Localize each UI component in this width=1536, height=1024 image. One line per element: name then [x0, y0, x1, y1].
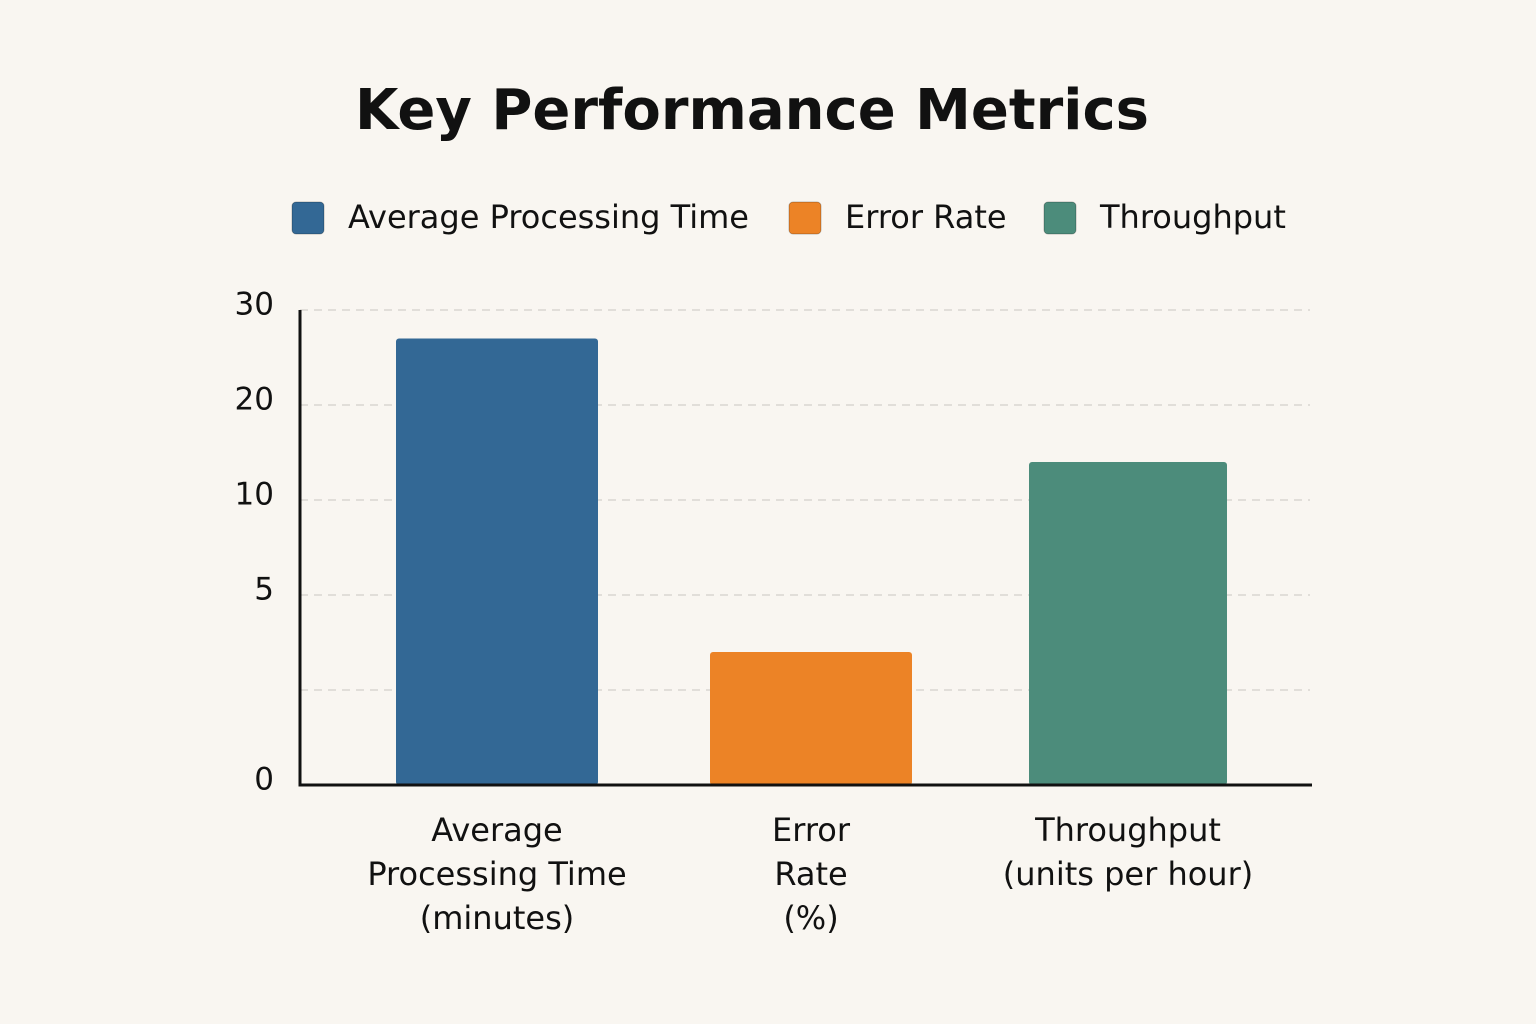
y-tick-label: 5 — [254, 572, 274, 608]
legend-swatch — [1043, 201, 1077, 235]
legend-swatch — [788, 201, 822, 235]
chart-title: Key Performance Metrics — [355, 78, 1149, 143]
x-tick-label: Error Rate (%) — [772, 811, 851, 937]
legend-label: Average Processing Time — [348, 198, 749, 236]
x-tick-label: Throughput (units per hour) — [1003, 811, 1253, 893]
legend-swatch — [291, 201, 325, 235]
legend-label: Throughput — [1099, 198, 1286, 236]
y-tick-label: 10 — [235, 477, 274, 513]
legend-label: Error Rate — [845, 198, 1007, 236]
y-tick-label: 0 — [254, 762, 274, 798]
x-tick-label: Average Processing Time (minutes) — [367, 811, 626, 937]
y-tick-label: 30 — [235, 287, 274, 323]
bar — [396, 338, 598, 785]
bar — [710, 652, 912, 785]
y-tick-label: 20 — [235, 382, 274, 418]
bar — [1029, 462, 1227, 785]
